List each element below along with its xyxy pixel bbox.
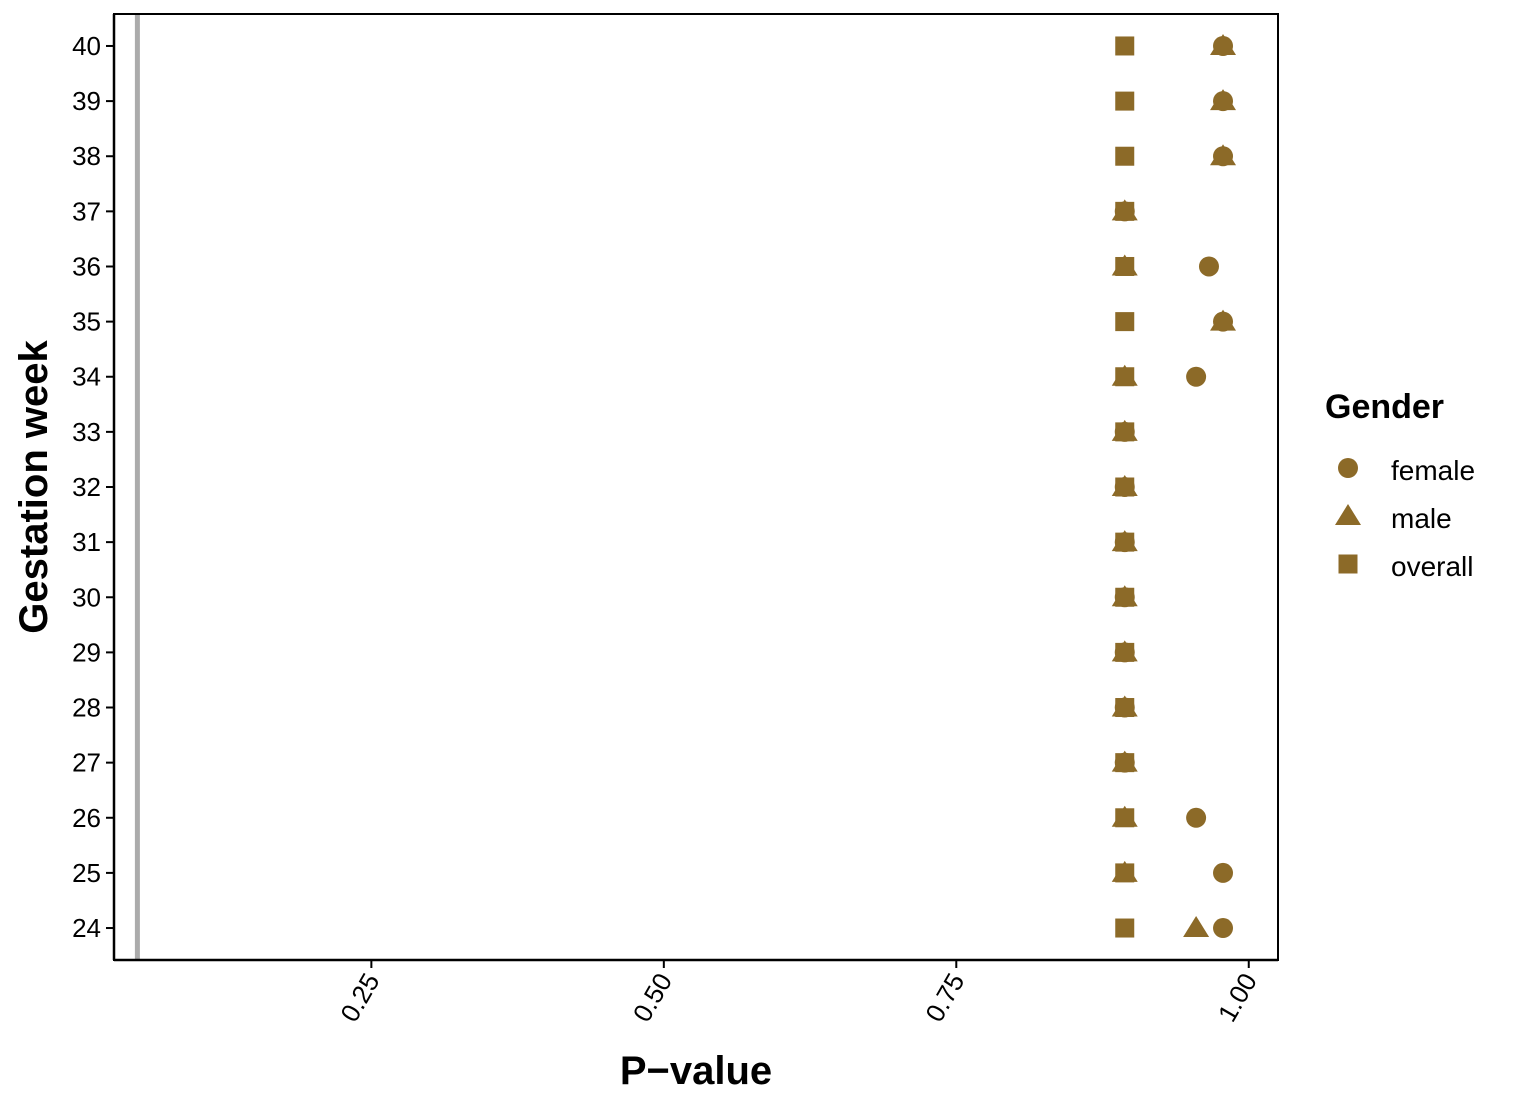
point-male-week-24 bbox=[1183, 916, 1210, 938]
point-female-week-24 bbox=[1213, 918, 1234, 939]
point-male-week-34 bbox=[1111, 364, 1138, 386]
legend-label-male: male bbox=[1391, 503, 1452, 534]
y-tick-label-25: 25 bbox=[72, 858, 101, 888]
point-male-week-28 bbox=[1111, 695, 1138, 717]
point-female-week-25 bbox=[1213, 862, 1234, 883]
y-tick-label-40: 40 bbox=[72, 31, 101, 61]
x-axis: 0.25 0.50 0.75 1.00 bbox=[114, 958, 1278, 1027]
point-female-week-36 bbox=[1198, 256, 1219, 277]
point-overall-week-40 bbox=[1115, 36, 1135, 56]
legend-key-male bbox=[1335, 504, 1361, 525]
y-tick-label-26: 26 bbox=[72, 803, 101, 833]
y-tick-label-37: 37 bbox=[72, 196, 101, 226]
y-tick-label-27: 27 bbox=[72, 748, 101, 778]
point-male-week-31 bbox=[1111, 530, 1138, 552]
plot-panel-border bbox=[113, 13, 1279, 961]
point-overall-week-35 bbox=[1115, 312, 1135, 332]
y-tick-label-34: 34 bbox=[72, 362, 101, 392]
x-tick-label-0.25: 0.25 bbox=[334, 968, 385, 1027]
legend-keys bbox=[1335, 458, 1361, 574]
legend-title: Gender bbox=[1325, 388, 1444, 426]
x-tick-label-1.00: 1.00 bbox=[1212, 968, 1263, 1027]
point-male-week-40 bbox=[1210, 33, 1237, 55]
legend-key-overall bbox=[1338, 554, 1358, 574]
point-overall-week-38 bbox=[1115, 146, 1135, 166]
y-tick-label-38: 38 bbox=[72, 141, 101, 171]
y-tick-label-36: 36 bbox=[72, 251, 101, 281]
y-axis-title: Gestation week bbox=[12, 340, 56, 634]
point-male-week-37 bbox=[1111, 199, 1138, 221]
legend-key-female bbox=[1338, 458, 1358, 478]
point-female-week-26 bbox=[1186, 807, 1207, 828]
point-overall-week-24 bbox=[1115, 918, 1135, 938]
x-axis-title: P−value bbox=[620, 1049, 772, 1093]
y-tick-label-32: 32 bbox=[72, 472, 101, 502]
point-overall-week-39 bbox=[1115, 91, 1135, 111]
x-tick-label-0.75: 0.75 bbox=[919, 968, 970, 1027]
y-tick-label-24: 24 bbox=[72, 913, 101, 943]
y-tick-label-31: 31 bbox=[72, 527, 101, 557]
point-male-week-27 bbox=[1111, 750, 1138, 772]
y-tick-label-35: 35 bbox=[72, 307, 101, 337]
point-male-week-25 bbox=[1111, 860, 1138, 882]
point-female-week-34 bbox=[1186, 366, 1207, 387]
point-male-week-38 bbox=[1210, 144, 1237, 166]
legend: Gender female male overall bbox=[1325, 388, 1475, 582]
y-axis: 24 25 26 27 28 29 30 31 32 33 34 35 36 37 38 39 40 bbox=[72, 14, 116, 960]
point-male-week-33 bbox=[1111, 419, 1138, 441]
legend-label-overall: overall bbox=[1391, 551, 1473, 582]
point-male-week-32 bbox=[1111, 475, 1138, 496]
point-male-week-29 bbox=[1111, 640, 1138, 662]
point-male-week-39 bbox=[1210, 89, 1237, 111]
y-tick-label-39: 39 bbox=[72, 86, 101, 116]
point-male-week-35 bbox=[1210, 309, 1237, 331]
point-male-week-30 bbox=[1111, 585, 1138, 607]
y-tick-label-30: 30 bbox=[72, 582, 101, 612]
point-male-week-26 bbox=[1111, 805, 1138, 827]
legend-label-female: female bbox=[1391, 455, 1475, 486]
y-tick-label-29: 29 bbox=[72, 637, 101, 667]
points-layer bbox=[1111, 33, 1237, 939]
x-tick-label-0.50: 0.50 bbox=[627, 968, 678, 1027]
y-tick-label-28: 28 bbox=[72, 693, 101, 723]
point-male-week-36 bbox=[1111, 254, 1138, 276]
y-tick-label-33: 33 bbox=[72, 417, 101, 447]
